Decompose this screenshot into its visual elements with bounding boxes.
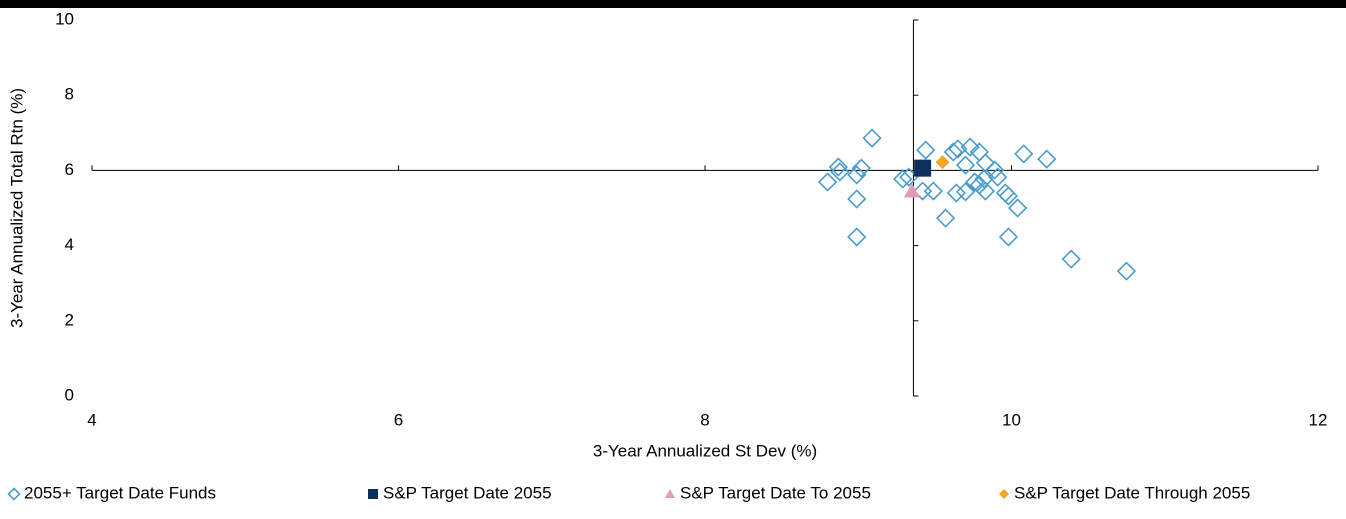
- top-bar: [0, 0, 1346, 8]
- marker-diamond: [893, 169, 913, 189]
- legend-label: S&P Target Date 2055: [383, 483, 552, 502]
- x-tick-label: 8: [700, 410, 709, 429]
- y-tick-label: 2: [65, 310, 74, 329]
- marker-diamond: [955, 182, 976, 202]
- x-tick-label: 10: [1002, 410, 1021, 429]
- x-axis-label: 3-Year Annualized St Dev (%): [593, 441, 817, 460]
- x-tick-label: 6: [394, 410, 403, 429]
- legend-label: S&P Target Date To 2055: [680, 483, 871, 502]
- legend-label: 2055+ Target Date Funds: [24, 483, 216, 502]
- marker-diamond: [923, 181, 943, 201]
- marker-diamond: [851, 158, 871, 178]
- marker-diamond: [1037, 149, 1057, 169]
- marker-diamond: [946, 183, 966, 203]
- legend-marker: [999, 489, 1009, 499]
- legend-label: S&P Target Date Through 2055: [1014, 483, 1250, 502]
- marker-diamond: [960, 137, 980, 157]
- marker-triangle: [903, 183, 920, 198]
- y-tick-label: 0: [65, 385, 74, 404]
- legend-marker: [665, 489, 675, 498]
- marker-diamond: [985, 160, 1005, 180]
- marker-diamond: [995, 183, 1016, 203]
- marker-diamond: [817, 172, 838, 192]
- marker-diamond: [965, 172, 985, 192]
- marker-diamond: [943, 142, 963, 162]
- marker-diamond: [828, 157, 848, 177]
- marker-diamond: [998, 227, 1019, 247]
- marker-diamond: [847, 189, 867, 209]
- marker-diamond: [830, 162, 850, 182]
- marker-diamond: [1014, 144, 1034, 164]
- x-tick-label: 12: [1309, 410, 1328, 429]
- legend-marker: [7, 487, 21, 501]
- y-tick-label: 8: [65, 85, 74, 104]
- y-tick-label: 10: [55, 9, 74, 28]
- marker-diamond: [988, 167, 1008, 187]
- marker-diamond: [1007, 198, 1028, 218]
- marker-diamond: [847, 165, 867, 185]
- marker-diamond: [916, 140, 936, 160]
- marker-diamond: [975, 181, 996, 201]
- marker-diamond: [862, 128, 882, 148]
- legend-marker: [368, 489, 378, 499]
- marker-diamond: [935, 208, 956, 228]
- x-tick-label: 4: [87, 410, 96, 429]
- marker-diamond: [935, 155, 950, 170]
- y-tick-label: 6: [65, 160, 74, 179]
- y-tick-label: 4: [65, 235, 74, 254]
- marker-diamond: [998, 186, 1019, 206]
- marker-diamond: [1061, 249, 1081, 269]
- marker-diamond: [975, 153, 996, 173]
- marker-diamond: [1116, 261, 1137, 281]
- marker-diamond: [847, 227, 867, 247]
- marker-square: [914, 159, 932, 177]
- y-axis-label: 3-Year Annualized Total Rtn (%): [7, 88, 26, 328]
- marker-diamond: [955, 155, 976, 175]
